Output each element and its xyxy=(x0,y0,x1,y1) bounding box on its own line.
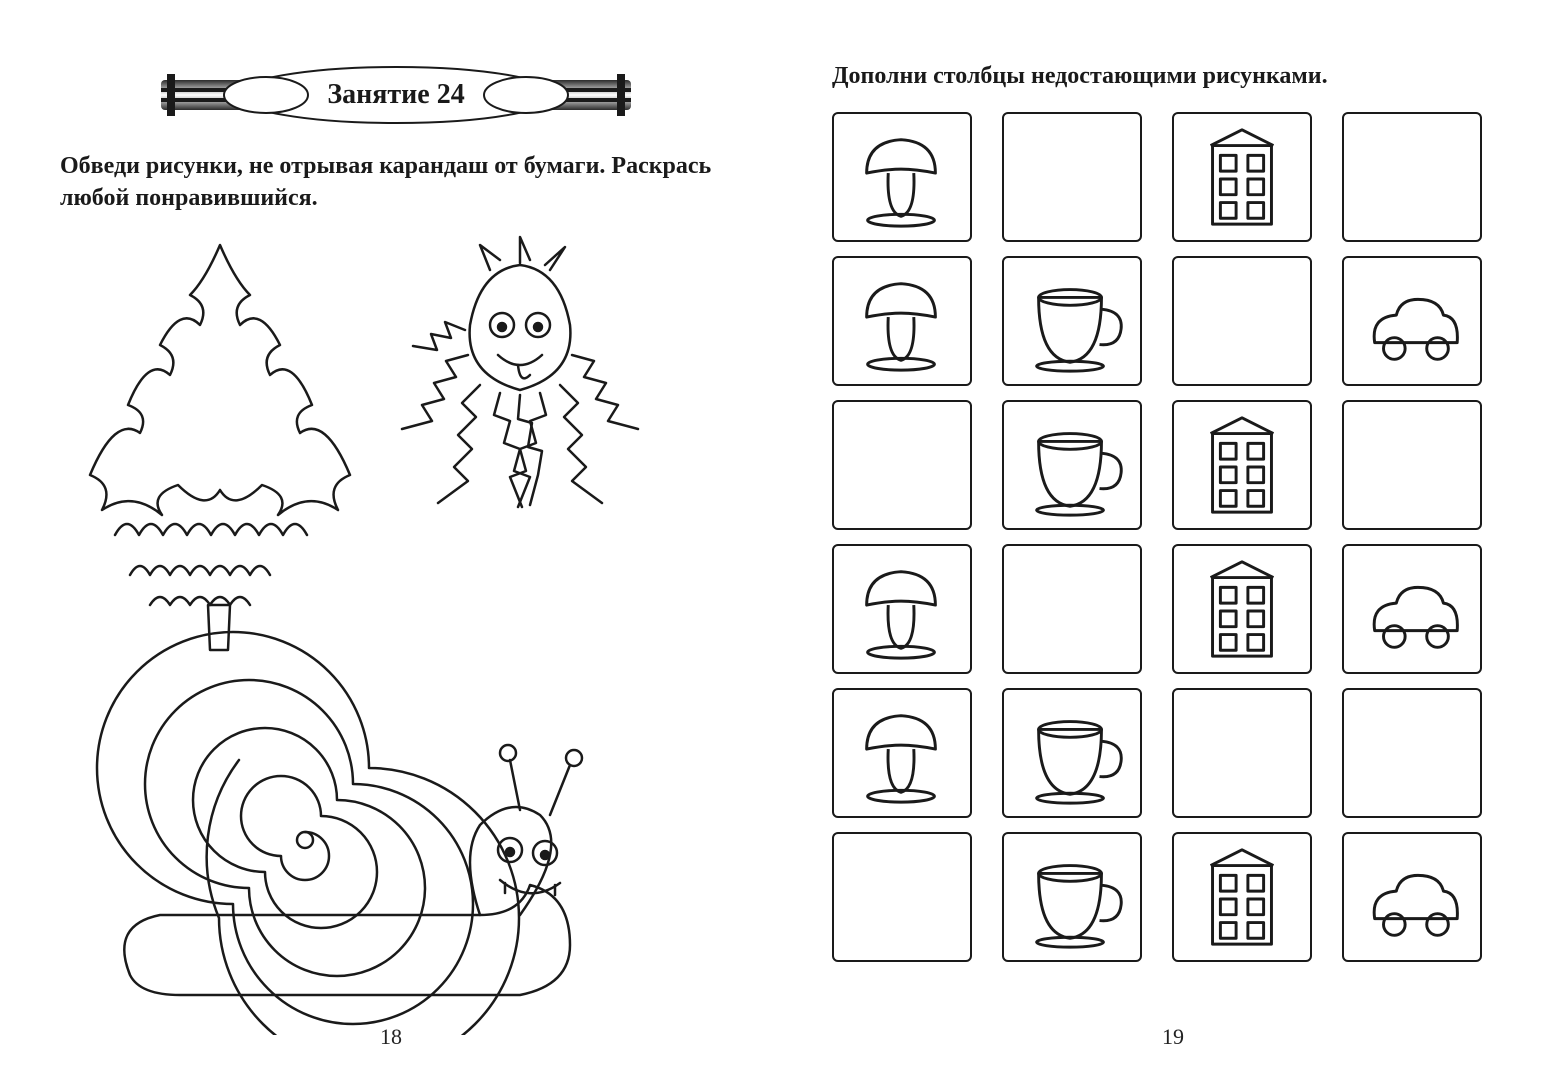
cup-icon xyxy=(1017,266,1127,376)
grid-column xyxy=(1002,112,1142,962)
grid-cell xyxy=(1002,832,1142,962)
grid-cell xyxy=(1342,688,1482,818)
grid-cell xyxy=(1002,544,1142,674)
grid-cell xyxy=(1002,688,1142,818)
snail-drawing xyxy=(97,632,582,1035)
grid-cell xyxy=(1172,688,1312,818)
grid-cell xyxy=(1002,400,1142,530)
house-icon xyxy=(1187,554,1297,664)
left-instruction: Обведи рисунки, не отрывая карандаш от б… xyxy=(60,150,732,215)
mushroom-icon xyxy=(847,698,957,808)
grid-column xyxy=(1172,112,1312,962)
grid-cell xyxy=(1172,112,1312,242)
grid-cell xyxy=(1172,544,1312,674)
tracing-drawings xyxy=(60,235,732,1035)
grid-cell xyxy=(832,112,972,242)
house-icon xyxy=(1187,410,1297,520)
grid-column xyxy=(832,112,972,962)
mushroom-icon xyxy=(847,122,957,232)
cup-icon xyxy=(1017,842,1127,952)
grid-cell xyxy=(1342,112,1482,242)
grid-column xyxy=(1342,112,1482,962)
left-page-number: 18 xyxy=(0,1024,782,1050)
mushroom-icon xyxy=(847,266,957,376)
grid-cell xyxy=(1172,256,1312,386)
grid-cell xyxy=(1002,256,1142,386)
book-spread: Занятие 24 Обведи рисунки, не отрывая ка… xyxy=(0,0,1564,1080)
right-instruction: Дополни столбцы недостающими рисунками. xyxy=(832,60,1504,92)
grid-cell xyxy=(1342,832,1482,962)
grid-cell xyxy=(832,688,972,818)
grid-cell xyxy=(832,544,972,674)
grid-cell xyxy=(1342,400,1482,530)
grid-cell xyxy=(832,400,972,530)
grid-cell xyxy=(832,256,972,386)
car-icon xyxy=(1357,554,1467,664)
grid-cell xyxy=(832,832,972,962)
house-icon xyxy=(1187,122,1297,232)
grid-cell xyxy=(1002,112,1142,242)
tree-drawing xyxy=(90,245,350,650)
car-icon xyxy=(1357,842,1467,952)
grid-cell xyxy=(1342,544,1482,674)
right-page: Дополни столбцы недостающими рисунками. … xyxy=(782,0,1564,1080)
lesson-banner: Занятие 24 xyxy=(161,60,631,130)
lesson-title: Занятие 24 xyxy=(161,60,631,130)
grid-cell xyxy=(1342,256,1482,386)
cup-icon xyxy=(1017,410,1127,520)
right-page-number: 19 xyxy=(782,1024,1564,1050)
octopus-drawing xyxy=(402,237,638,507)
left-page: Занятие 24 Обведи рисунки, не отрывая ка… xyxy=(0,0,782,1080)
picture-grid xyxy=(832,112,1504,962)
car-icon xyxy=(1357,266,1467,376)
mushroom-icon xyxy=(847,554,957,664)
grid-cell xyxy=(1172,832,1312,962)
cup-icon xyxy=(1017,698,1127,808)
grid-cell xyxy=(1172,400,1312,530)
house-icon xyxy=(1187,842,1297,952)
